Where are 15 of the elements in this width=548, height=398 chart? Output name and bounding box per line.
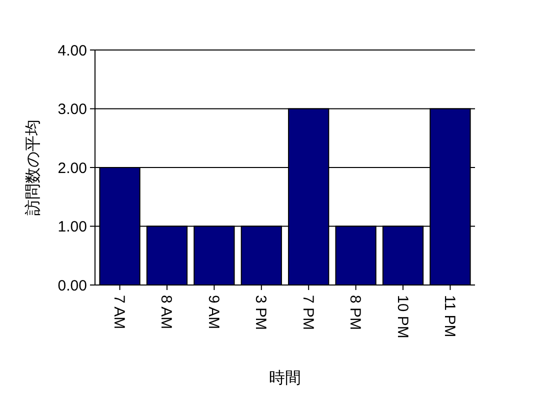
x-tick-label: 10 PM [394,295,411,338]
y-tick-label: 3.00 [58,101,87,118]
x-tick-label: 3 PM [252,295,270,330]
y-tick-label: 1.00 [58,218,87,236]
y-axis-title: 訪問数の平均 [24,120,42,216]
x-tick-label: 7 PM [299,295,316,330]
x-tick-label: 7 AM [110,295,128,330]
x-tick-label: 11 PM [440,295,458,338]
x-tick-label: 8 PM [346,295,364,330]
x-axis-title: 時間 [269,369,301,387]
x-tick-label: 9 AM [204,295,222,330]
y-tick-label: 0.00 [58,277,87,294]
y-tick-label: 2.00 [58,160,87,177]
y-tick-label: 4.00 [58,42,87,60]
x-tick-label: 8 AM [158,295,175,330]
